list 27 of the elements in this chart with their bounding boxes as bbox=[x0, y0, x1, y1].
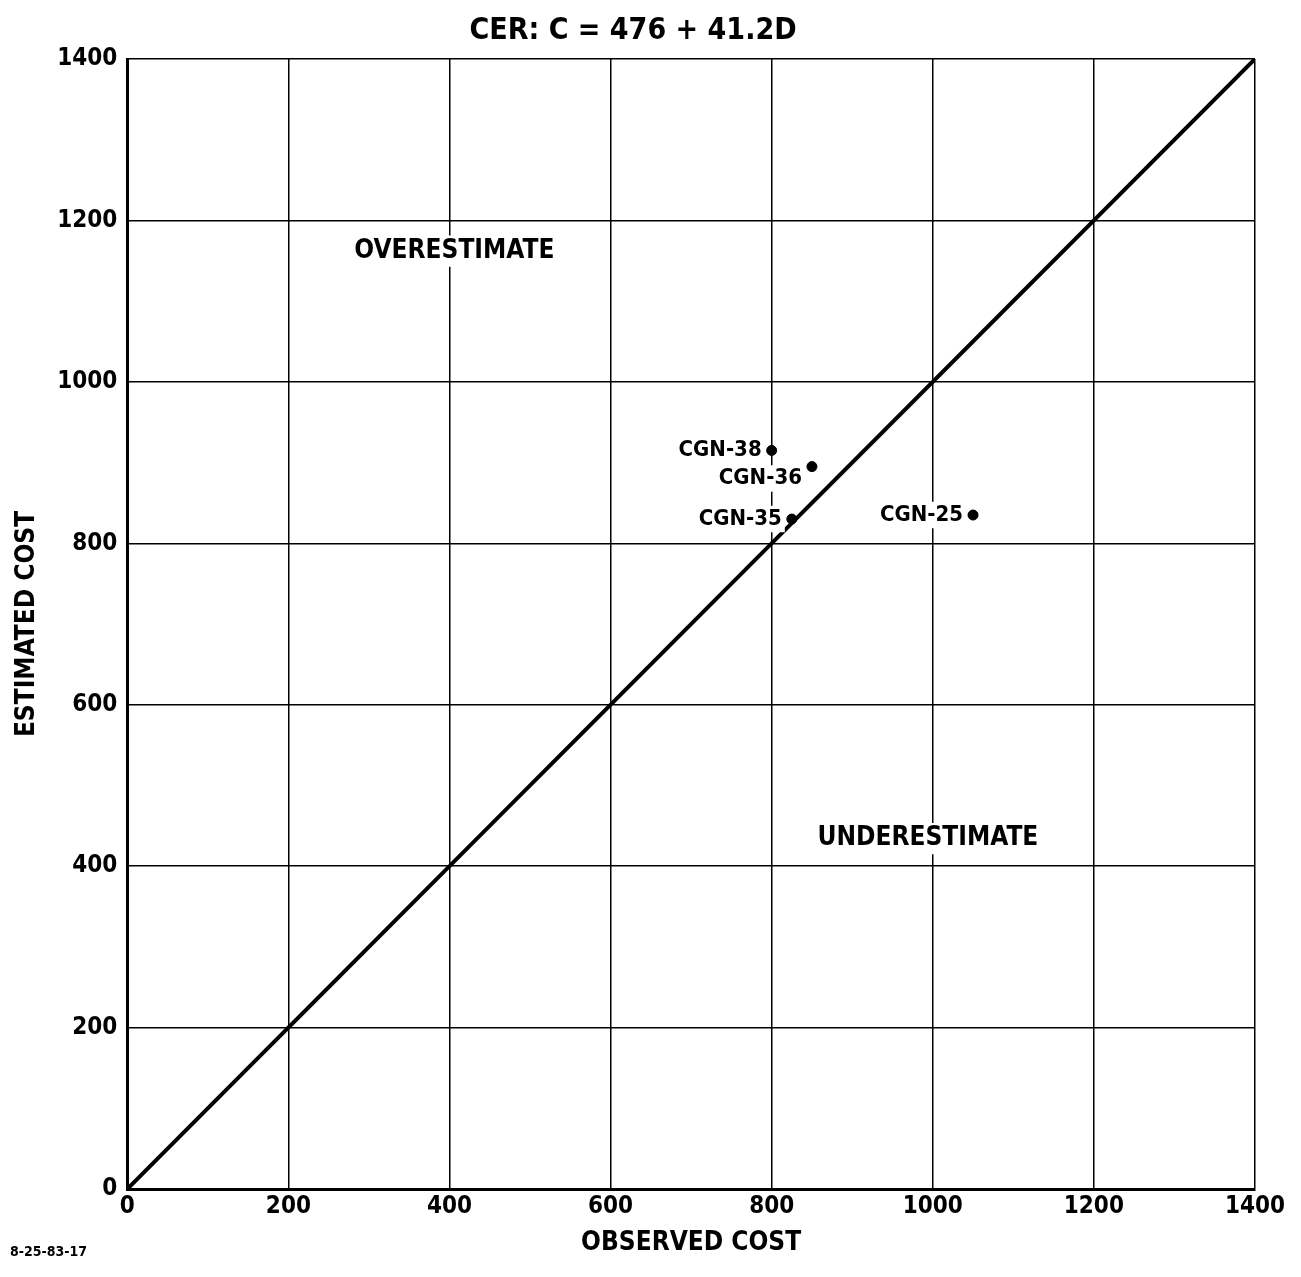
text: 8-25-83-17 bbox=[10, 1242, 88, 1259]
y-axis-title: ESTIMATED COST bbox=[10, 510, 41, 738]
x-tick-label: 400 bbox=[426, 1190, 473, 1219]
x-tick-label: 600 bbox=[588, 1190, 634, 1219]
annotation: OVERESTIMATE bbox=[354, 233, 555, 264]
y-tick-label: 200 bbox=[72, 1011, 118, 1040]
annotation: CGN-25 bbox=[879, 500, 964, 526]
annotation: CGN-38 bbox=[678, 436, 762, 462]
x-axis-title: OBSERVED COST bbox=[581, 1226, 802, 1257]
y-tick-label: 1000 bbox=[57, 366, 118, 395]
chart-title: CER: C = 476 + 41.2D bbox=[469, 10, 797, 46]
y-tick-label: 1400 bbox=[57, 43, 118, 72]
y-tick-label: 400 bbox=[72, 850, 118, 879]
annotation: CGN-36 bbox=[718, 464, 802, 490]
y-tick-label: 600 bbox=[72, 688, 118, 717]
point bbox=[806, 461, 818, 473]
x-tick-label: 1000 bbox=[902, 1190, 963, 1219]
point bbox=[766, 444, 778, 456]
annotation: CGN-35 bbox=[698, 504, 782, 530]
x-tick-label: 800 bbox=[749, 1190, 795, 1219]
annotation: UNDERESTIMATE bbox=[817, 821, 1039, 852]
x-tick-label: 1400 bbox=[1224, 1190, 1285, 1219]
y-tick-label: 800 bbox=[72, 527, 118, 556]
y-tick-label: 1200 bbox=[57, 204, 118, 233]
x-tick-label: 1200 bbox=[1063, 1190, 1124, 1219]
x-tick-label: 200 bbox=[265, 1190, 311, 1219]
point bbox=[967, 509, 979, 521]
